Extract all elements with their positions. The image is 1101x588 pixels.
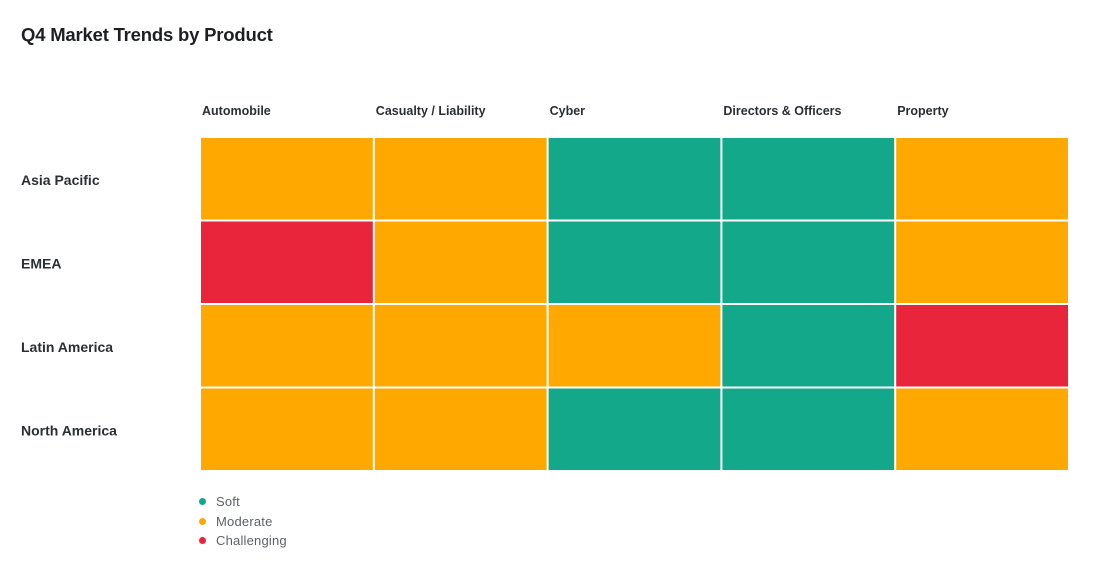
column-label: Casualty / Liability [376, 104, 486, 118]
legend-dot-icon [199, 517, 206, 525]
heatmap-cell [722, 221, 895, 303]
heatmap-cell [374, 138, 547, 220]
column-labels: Automobile Casualty / Liability Cyber Direc… [202, 104, 949, 118]
heatmap-cell [896, 221, 1068, 303]
legend-dot-icon [199, 498, 206, 506]
heatmap-cell [374, 388, 547, 470]
heatmap-cell [201, 305, 373, 387]
heatmap-cell [896, 388, 1068, 470]
column-label: Automobile [202, 104, 271, 118]
heatmap-cell [201, 388, 373, 470]
legend-item: Challenging [199, 531, 287, 551]
heatmap-cell [896, 305, 1068, 387]
heatmap-cell [374, 221, 547, 303]
heatmap-cells [201, 138, 1068, 470]
heatmap-cell [896, 138, 1068, 220]
heatmap-cell [548, 388, 721, 470]
heatmap-cell [548, 305, 721, 387]
legend-dot-icon [199, 537, 206, 545]
heatmap-cell [201, 138, 373, 220]
legend: Soft Moderate Challenging [199, 492, 287, 551]
column-label: Property [897, 104, 948, 118]
heatmap-cell [374, 305, 547, 387]
row-label: Latin America [21, 339, 113, 355]
heatmap-cell [722, 138, 895, 220]
legend-item: Moderate [199, 512, 287, 532]
legend-label: Moderate [216, 513, 273, 529]
column-label: Cyber [550, 104, 586, 118]
column-label: Directors & Officers [723, 104, 841, 118]
row-label: EMEA [21, 255, 61, 271]
row-labels: Asia Pacific EMEA Latin America North Ameri… [21, 172, 117, 439]
chart-title: Q4 Market Trends by Product [21, 24, 273, 45]
row-label: North America [21, 422, 117, 438]
heatmap-cell [722, 305, 895, 387]
legend-label: Challenging [216, 533, 287, 549]
heatmap-cell [722, 388, 895, 470]
row-label: Asia Pacific [21, 172, 100, 188]
legend-label: Soft [216, 494, 240, 510]
heatmap-cell [548, 221, 721, 303]
heatmap-cell [201, 221, 373, 303]
legend-item: Soft [199, 492, 287, 512]
heatmap-cell [548, 138, 721, 220]
